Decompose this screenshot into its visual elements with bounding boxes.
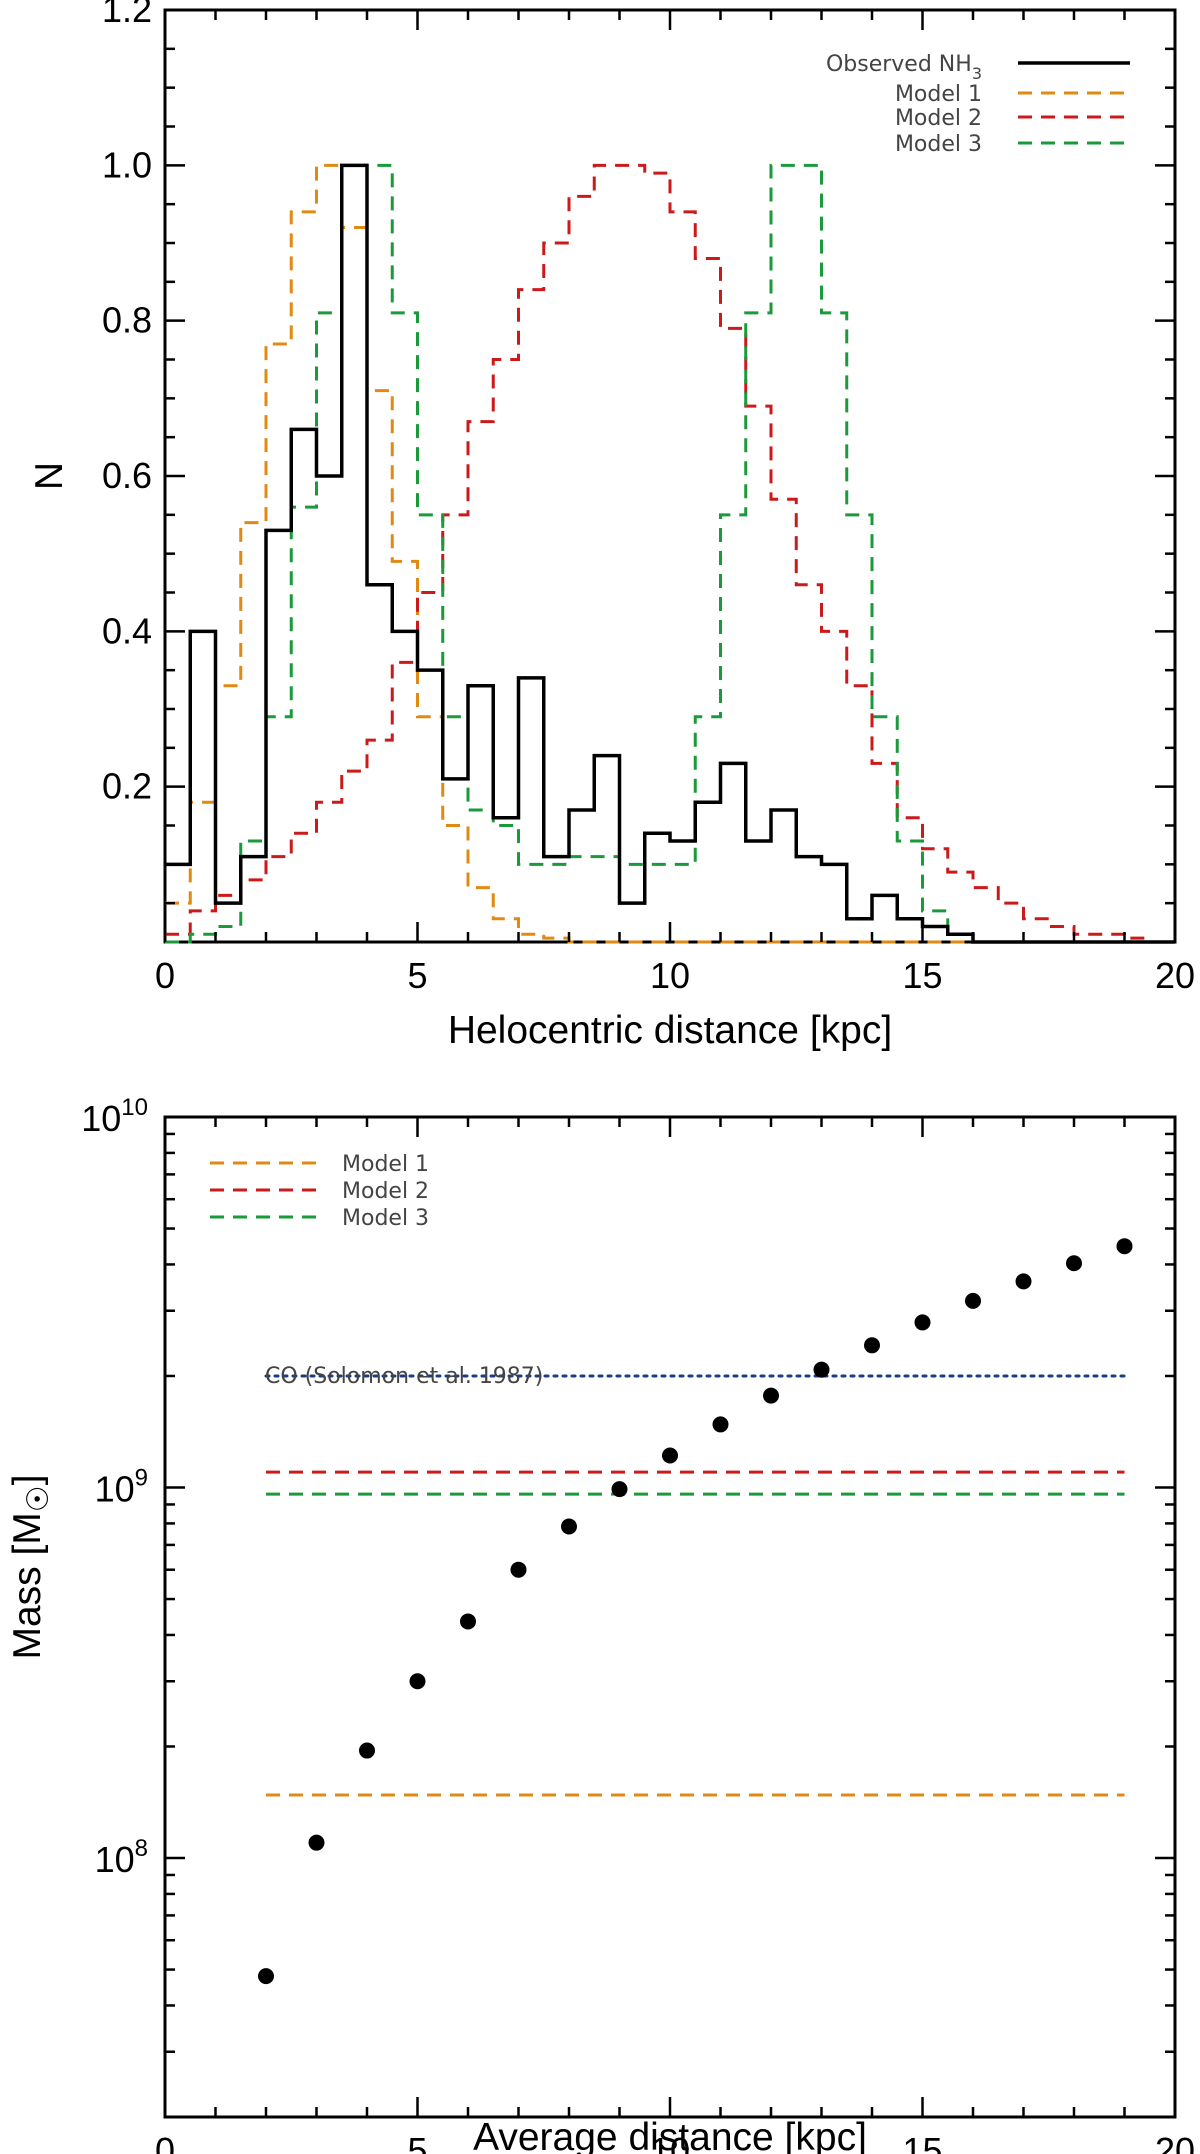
y-tick-label: 1010 — [81, 1094, 148, 1139]
mass-panel: 0 5 10 15 20 108 109 1010 CO (Solomon et al. 19… — [6, 1094, 1195, 2154]
y-tick-label: 108 — [95, 1835, 148, 1880]
data-point — [965, 1292, 981, 1309]
x-tick-label: 0 — [155, 2130, 175, 2154]
y-tick-label: 0.2 — [102, 766, 152, 807]
x-tick-label: 20 — [1155, 955, 1195, 996]
mass-points — [258, 1238, 1133, 1985]
data-point — [864, 1337, 880, 1354]
histogram-x-axis-title: Helocentric distance [kpc] — [448, 1009, 892, 1052]
legend-label-model-1: Model 1 — [342, 1152, 429, 1177]
mass-y-axis-title: Mass [M☉] — [6, 1474, 55, 1659]
legend-label-observed: Observed NH3 — [826, 52, 982, 83]
data-point — [308, 1834, 325, 1851]
x-tick-label: 10 — [650, 955, 690, 996]
data-point — [409, 1673, 426, 1690]
data-point — [1015, 1273, 1032, 1290]
mass-legend: Model 1 Model 2 Model 3 — [210, 1152, 429, 1231]
histogram-ticks — [163, 8, 1177, 942]
data-point — [611, 1481, 628, 1498]
mass-plot-frame — [163, 1115, 1177, 2119]
data-point — [460, 1613, 476, 1630]
x-tick-label: 20 — [1155, 2130, 1195, 2154]
histogram-panel: 0 5 10 15 20 0.2 0.4 0.6 0.8 1.0 1.2 Helocentric d… — [28, 0, 1195, 1052]
data-point — [1066, 1255, 1082, 1272]
x-tick-label: 10 — [650, 2130, 690, 2154]
x-tick-label: 0 — [155, 955, 175, 996]
histogram-series-group — [165, 163, 1175, 944]
data-point — [813, 1361, 830, 1378]
legend-label-model-3: Model 3 — [342, 1206, 429, 1231]
data-point — [258, 1968, 274, 1985]
y-tick-label: 0.4 — [102, 610, 152, 651]
sun-symbol-icon: ☉ — [22, 1485, 55, 1512]
data-point — [662, 1447, 678, 1464]
histogram-series-model-1 — [165, 163, 1175, 944]
y-tick-label: 109 — [95, 1465, 148, 1510]
mass-annotation-co: CO (Solomon et al. 1987) — [265, 1364, 543, 1389]
histogram-y-axis-title: N — [28, 462, 71, 490]
legend-label-model-2: Model 2 — [895, 106, 982, 131]
legend-label-model-1: Model 1 — [895, 82, 982, 107]
data-point — [712, 1416, 729, 1433]
histogram-tick-labels: 0 5 10 15 20 0.2 0.4 0.6 0.8 1.0 1.2 — [102, 0, 1195, 996]
y-tick-label: 0.6 — [102, 455, 152, 496]
legend-label-model-2: Model 2 — [342, 1179, 429, 1204]
legend-label-model-3: Model 3 — [895, 132, 982, 157]
data-point — [359, 1742, 375, 1759]
x-tick-label: 5 — [407, 955, 427, 996]
y-tick-label: 0.8 — [102, 300, 152, 341]
histogram-series-model-2 — [165, 163, 1175, 944]
mass-x-axis-title: Average distance [kpc] — [473, 2116, 867, 2154]
data-point — [914, 1314, 931, 1331]
y-tick-label: 1.0 — [102, 144, 152, 185]
x-tick-label: 15 — [902, 955, 942, 996]
mass-tick-labels: 0 5 10 15 20 108 109 1010 — [81, 1094, 1195, 2154]
mass-reference-lines — [264, 1374, 1126, 1797]
histogram-legend: Observed NH3 Model 1 Model 2 Model 3 — [826, 52, 1130, 157]
x-tick-label: 15 — [902, 2130, 942, 2154]
y-tick-label: 1.2 — [102, 0, 152, 30]
data-point — [763, 1387, 779, 1404]
data-point — [561, 1518, 577, 1535]
data-point — [1116, 1238, 1133, 1255]
data-point — [510, 1561, 527, 1578]
mass-ticks — [163, 1115, 1177, 2119]
x-tick-label: 5 — [407, 2130, 427, 2154]
